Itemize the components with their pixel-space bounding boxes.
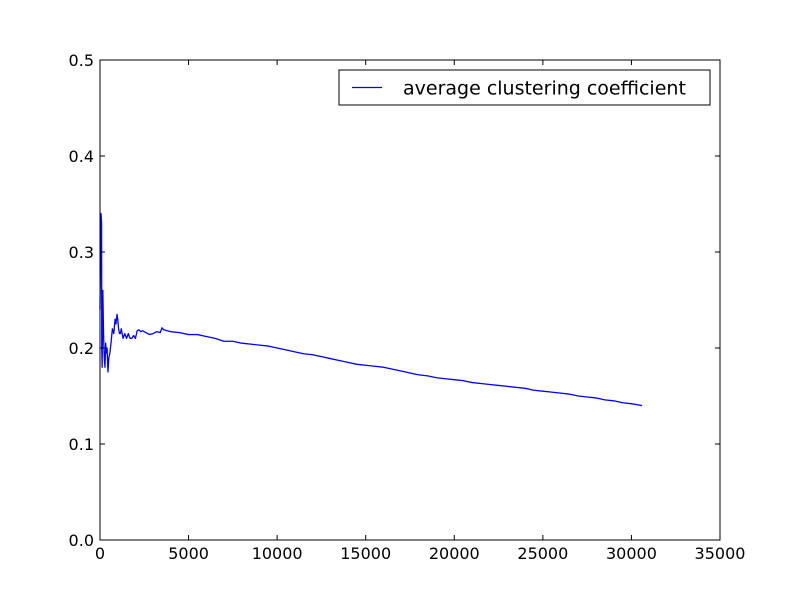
y-tick-label: 0.0 — [69, 531, 94, 550]
y-tick-label: 0.4 — [69, 147, 94, 166]
x-tick-label: 35000 — [695, 544, 746, 563]
plot-area — [99, 212, 643, 407]
y-tick-label: 0.2 — [69, 339, 94, 358]
y-tick-label: 0.3 — [69, 243, 94, 262]
legend-box — [338, 69, 711, 106]
series-line — [99, 212, 643, 407]
x-tick-label: 0 — [95, 544, 105, 563]
y-tick-label: 0.1 — [69, 435, 94, 454]
plot-frame — [99, 59, 721, 541]
x-tick-label: 20000 — [429, 544, 480, 563]
legend-label: average clustering coefficient — [403, 78, 686, 100]
y-tick-label: 0.5 — [69, 51, 94, 70]
x-tick-label: 10000 — [252, 544, 303, 563]
x-tick-label: 25000 — [517, 544, 568, 563]
axes: 0 5000 10000 15000 20000 25000 30000 35000 0.0 0.… — [69, 51, 746, 563]
x-tick-label: 15000 — [340, 544, 391, 563]
x-tick-label: 5000 — [168, 544, 209, 563]
x-tick-label: 30000 — [606, 544, 657, 563]
legend: average clustering coefficient — [338, 69, 711, 106]
